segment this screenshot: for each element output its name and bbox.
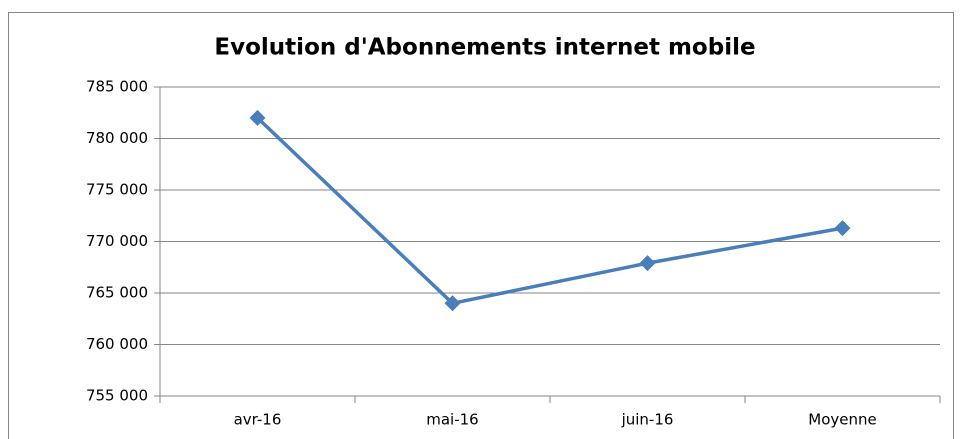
series-line bbox=[256, 116, 843, 306]
x-tick-label: mai-16 bbox=[426, 411, 478, 429]
y-tick-label: 780 000 bbox=[86, 129, 148, 147]
y-tick-label: 775 000 bbox=[86, 181, 148, 199]
data-point bbox=[639, 255, 656, 272]
data-point bbox=[444, 295, 461, 312]
data-point bbox=[834, 220, 851, 237]
x-tick-label: Moyenne bbox=[808, 411, 876, 429]
y-tick-label: 765 000 bbox=[86, 284, 148, 302]
x-tick-label: juin-16 bbox=[621, 411, 674, 429]
y-tick-label: 770 000 bbox=[86, 232, 148, 250]
chart-title: Evolution d'Abonnements internet mobile bbox=[214, 35, 755, 61]
y-tick-label: 785 000 bbox=[86, 78, 148, 96]
y-tick-label: 755 000 bbox=[86, 387, 148, 405]
data-point bbox=[249, 109, 266, 126]
y-tick-label: 760 000 bbox=[86, 335, 148, 353]
chart-border bbox=[8, 12, 954, 439]
x-tick-label: avr-16 bbox=[234, 411, 282, 429]
